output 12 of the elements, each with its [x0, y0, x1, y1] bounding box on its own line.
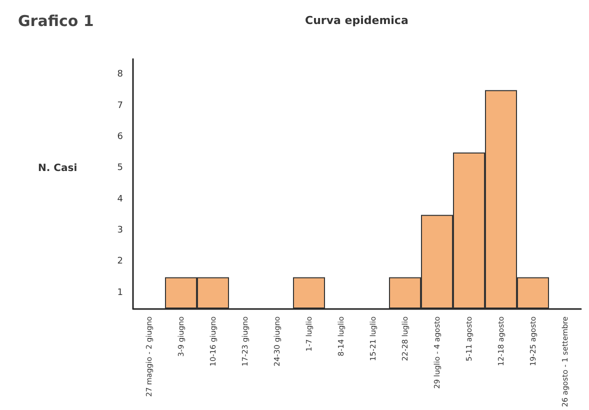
y-tick-label: 1: [117, 288, 123, 298]
y-axis-title: N. Casi: [38, 163, 78, 174]
y-tick-label: 5: [117, 163, 123, 174]
bar: [293, 277, 325, 308]
y-tick-label: 6: [117, 132, 124, 142]
text: Grafico 1: [18, 12, 94, 30]
y-tick-label: 2: [117, 256, 123, 267]
y-tick-label: 7: [117, 100, 123, 111]
y-tick-label: 8: [117, 70, 124, 80]
chart-title: Curva epidemica: [305, 14, 408, 27]
y-tick-label: 4: [117, 194, 124, 204]
y-tick-label: 3: [117, 225, 123, 236]
